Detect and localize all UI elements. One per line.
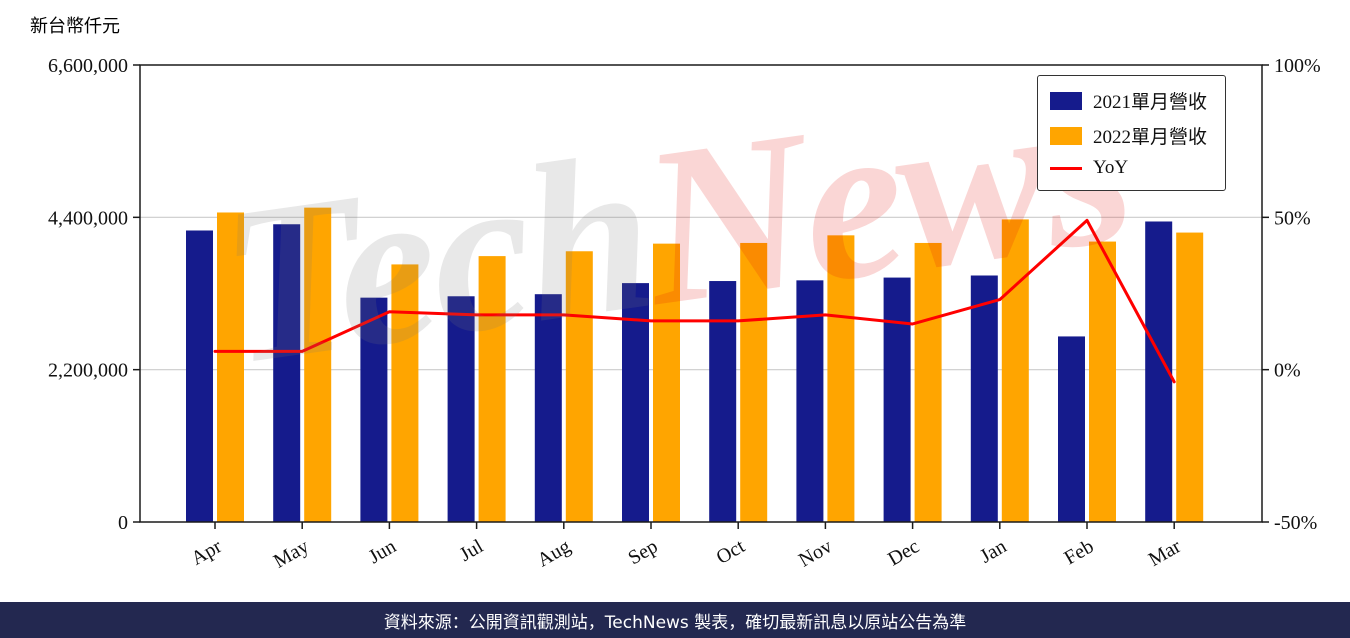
bar-2021單月營收: [273, 224, 301, 522]
x-tick-label: Aug: [533, 535, 574, 571]
bar-2022單月營收: [304, 207, 332, 522]
chart-legend: 2021單月營收 2022單月營收 YoY: [1037, 75, 1227, 191]
bar-2022單月營收: [1001, 219, 1029, 523]
x-tick-label: Mar: [1145, 535, 1185, 571]
plot-frame: [139, 64, 1263, 523]
left-tick-label: 2,200,000: [48, 360, 128, 382]
x-tick-label: Feb: [1061, 535, 1098, 569]
x-tick-label: Jun: [365, 535, 400, 568]
source-text: 資料來源：公開資訊觀測站，TechNews 製表，確切最新訊息以原站公告為準: [383, 612, 967, 633]
legend-label: YoY: [1093, 157, 1129, 178]
bar-2022單月營收: [217, 212, 244, 522]
left-tick-label: 4,400,000: [48, 207, 128, 229]
source-footer: 資料來源：公開資訊觀測站，TechNews 製表，確切最新訊息以原站公告為準: [0, 602, 1350, 638]
x-tick-label: Jan: [976, 535, 1010, 567]
bar-2021單月營收: [796, 280, 824, 522]
right-tick-label: 50%: [1274, 207, 1311, 229]
legend-swatch: [1050, 126, 1082, 145]
bar-2022單月營收: [391, 264, 419, 522]
x-tick-label: Sep: [625, 535, 662, 569]
bar-2021單月營收: [447, 296, 475, 522]
bar-2022單月營收: [1176, 232, 1204, 523]
bar-2021單月營收: [534, 294, 562, 522]
right-tick-label: 100%: [1274, 55, 1321, 77]
legend-label: 2021單月營收: [1093, 92, 1208, 113]
legend-swatch: [1050, 91, 1082, 110]
bar-2022單月營收: [1089, 241, 1116, 522]
bar-2022單月營收: [565, 251, 593, 522]
bar-2021單月營收: [883, 277, 911, 522]
bar-2022單月營收: [827, 235, 855, 522]
legend-item-1: 2022單月營收: [1050, 122, 1207, 149]
legend-label: 2022單月營收: [1093, 127, 1208, 148]
x-tick-label: Apr: [188, 535, 226, 570]
bar-2021單月營收: [622, 283, 649, 522]
bar-2021單月營收: [709, 281, 737, 522]
legend-item-0: 2021單月營收: [1050, 87, 1207, 114]
bar-2022單月營收: [914, 242, 942, 522]
right-tick-label: -50%: [1274, 512, 1317, 534]
bar-2022單月營收: [740, 242, 768, 522]
bar-2021單月營收: [360, 297, 388, 522]
x-tick-label: Nov: [795, 535, 836, 571]
bar-2022單月營收: [478, 256, 506, 522]
left-tick-label: 6,600,000: [48, 55, 128, 77]
x-tick-label: Dec: [884, 535, 923, 570]
legend-swatch: [1050, 166, 1082, 170]
right-tick-label: 0%: [1274, 360, 1301, 382]
x-tick-label: Jul: [456, 535, 488, 566]
left-axis-title: 新台幣仟元: [30, 16, 120, 37]
bar-2021單月營收: [186, 230, 213, 523]
bar-2022單月營收: [653, 243, 680, 523]
yoy-line: [213, 218, 1176, 384]
left-tick-label: 0: [118, 512, 128, 534]
x-tick-label: May: [270, 535, 313, 572]
revenue-chart: 0 2,200,000 4,400,000 6,600,000 -50% 0% 50% 100…: [48, 55, 1321, 573]
legend-item-2: YoY: [1050, 157, 1207, 179]
x-tick-label: Oct: [713, 535, 749, 569]
bar-2021單月營收: [970, 275, 998, 522]
bar-2021單月營收: [1058, 336, 1085, 522]
